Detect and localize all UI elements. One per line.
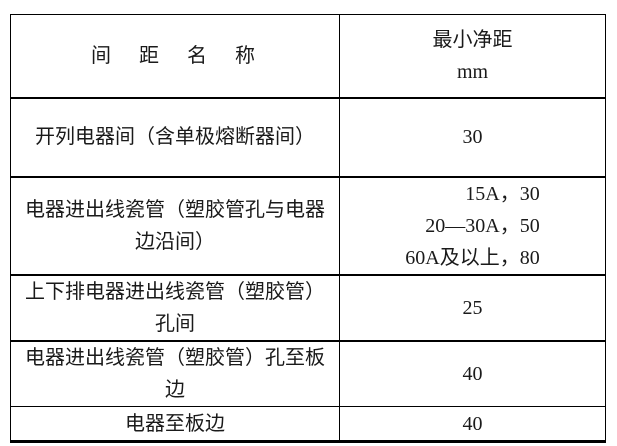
header-cell-spacing-name: 间 距 名 称 <box>10 14 340 99</box>
table-row: 电器进出线瓷管（塑胶管）孔至板 边 40 <box>10 340 606 407</box>
row-1-value-cell: 30 <box>339 97 606 178</box>
row-3-value-cell: 25 <box>339 274 606 342</box>
spacing-table: 间 距 名 称 最小净距 mm 开列电器间（含单极熔断器间） 30 电器进出线瓷… <box>10 14 606 443</box>
row-3-name-cell: 上下排电器进出线瓷管（塑胶管） 孔间 <box>10 274 340 342</box>
row-2-value-lines: 15A，30 20—30A，50 60A及以上，80 <box>405 182 540 269</box>
row-5-name-cell: 电器至板边 <box>10 406 340 443</box>
table-row: 开列电器间（含单极熔断器间） 30 <box>10 97 606 178</box>
table-row: 上下排电器进出线瓷管（塑胶管） 孔间 25 <box>10 274 606 342</box>
row-4-value-cell: 40 <box>339 340 606 407</box>
row-5-value-cell: 40 <box>339 406 606 443</box>
row-1-name-cell: 开列电器间（含单极熔断器间） <box>10 97 340 178</box>
row-2-value-cell: 15A，30 20—30A，50 60A及以上，80 <box>339 176 606 276</box>
table-row: 电器至板边 40 <box>10 406 606 443</box>
table-row: 电器进出线瓷管（塑胶管孔与电器 边沿间） 15A，30 20—30A，50 60… <box>10 176 606 276</box>
header-row: 间 距 名 称 最小净距 mm <box>10 14 606 99</box>
row-4-name-cell: 电器进出线瓷管（塑胶管）孔至板 边 <box>10 340 340 407</box>
header-cell-min-clearance: 最小净距 mm <box>339 14 606 99</box>
row-2-name-cell: 电器进出线瓷管（塑胶管孔与电器 边沿间） <box>10 176 340 276</box>
